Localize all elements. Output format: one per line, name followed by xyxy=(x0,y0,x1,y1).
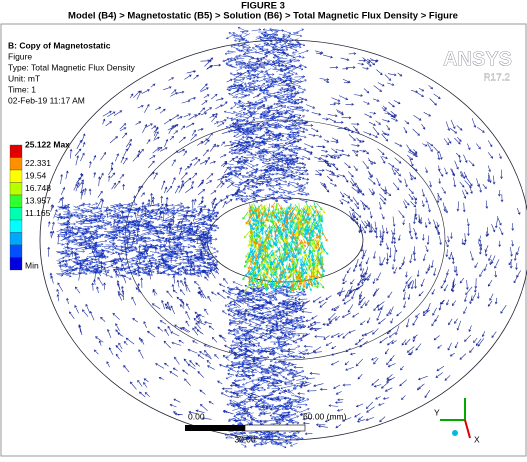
scale-black xyxy=(185,425,245,431)
legend-swatch xyxy=(10,258,22,271)
figure-path: Model (B4) > Magnetostatic (B5) > Soluti… xyxy=(68,11,458,22)
triad-label: Y xyxy=(434,407,440,417)
info-line: Time: 1 xyxy=(8,84,36,94)
info-line: Unit: mT xyxy=(8,73,40,83)
logo-version: R17.2 xyxy=(483,73,510,84)
legend-label: 25.122 Max xyxy=(25,139,70,149)
legend-label: 22.331 xyxy=(25,158,51,168)
info-line: Figure xyxy=(8,51,32,61)
legend-label: 19.54 xyxy=(25,170,47,180)
scale-white xyxy=(245,425,305,431)
legend-label: 13.957 xyxy=(25,195,51,205)
scale-label: 30.00 xyxy=(234,434,256,444)
legend-swatch xyxy=(10,158,22,171)
figure: FIGURE 3 Model (B4) > Magnetostatic (B5)… xyxy=(0,0,527,457)
legend-swatch xyxy=(10,170,22,183)
info-line: 02-Feb-19 11:17 AM xyxy=(8,95,85,105)
triad-label: X xyxy=(474,434,480,444)
scale-label: 60.00 (mm) xyxy=(303,411,347,421)
legend-label: Min xyxy=(25,260,39,270)
legend-swatch xyxy=(10,208,22,221)
legend-label: 16.748 xyxy=(25,183,51,193)
legend-swatch xyxy=(10,220,22,233)
triad-ball xyxy=(452,430,458,436)
legend-swatch xyxy=(10,245,22,258)
legend-swatch xyxy=(10,183,22,196)
logo: ANSYS xyxy=(443,48,512,70)
legend-swatch xyxy=(10,195,22,208)
info-line: Type: Total Magnetic Flux Density xyxy=(8,62,136,72)
legend-swatch xyxy=(10,145,22,158)
legend-label: 11.165 xyxy=(25,208,51,218)
scale-label: 0.00 xyxy=(188,411,205,421)
legend-swatch xyxy=(10,233,22,246)
info-line: B: Copy of Magnetostatic xyxy=(8,40,111,50)
